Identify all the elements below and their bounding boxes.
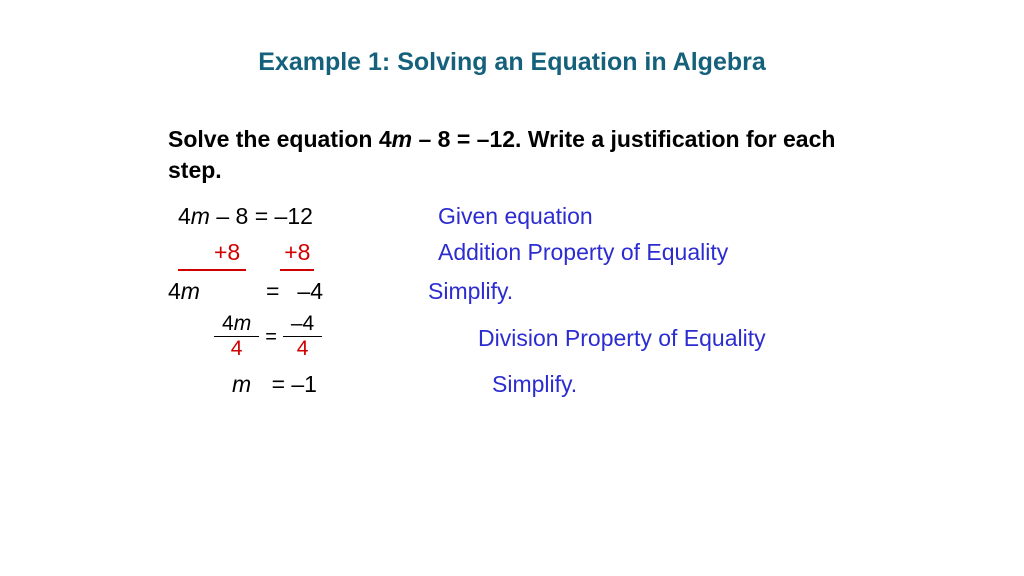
- step-math: 4m 4 = –4 4: [168, 312, 478, 362]
- step-var: m: [232, 371, 251, 397]
- step-justification: Given equation: [438, 200, 593, 232]
- step-rest: – 8 = –12: [210, 203, 313, 229]
- solution-steps: 4m – 8 = –12 Given equation +8+8 Additio…: [168, 200, 908, 404]
- step-row: m = –1 Simplify.: [168, 368, 908, 400]
- eq-sign: =: [265, 323, 277, 351]
- coeff: 4: [222, 312, 234, 335]
- rhs: –4: [297, 278, 323, 304]
- step-var: m: [234, 312, 252, 335]
- frac-num: –4: [287, 313, 318, 336]
- rhs: –1: [291, 371, 317, 397]
- eq-sign: =: [272, 371, 285, 397]
- eq-sign: =: [266, 278, 279, 304]
- step-justification: Simplify.: [428, 275, 513, 307]
- step-math: +8 +8: [168, 236, 438, 271]
- step-justification: Simplify.: [492, 368, 577, 400]
- step-math: m = –1: [168, 368, 492, 400]
- frac-num: 4m: [218, 313, 255, 336]
- coeff: 4: [178, 203, 191, 229]
- frac-den: 4: [283, 336, 322, 360]
- slide: Example 1: Solving an Equation in Algebr…: [0, 0, 1024, 576]
- frac-den: 4: [214, 336, 259, 360]
- step-var: m: [181, 278, 200, 304]
- slide-title: Example 1: Solving an Equation in Algebr…: [0, 48, 1024, 77]
- step-var: m: [191, 203, 210, 229]
- add-right: +8: [280, 236, 314, 271]
- coeff: 4: [168, 278, 181, 304]
- step-row: 4m = –4 Simplify.: [168, 275, 908, 307]
- step-justification: Addition Property of Equality: [438, 236, 728, 268]
- fraction-right: –4 4: [287, 313, 318, 360]
- prompt-var: m: [392, 126, 412, 152]
- problem-prompt: Solve the equation 4m – 8 = –12. Write a…: [168, 124, 868, 186]
- step-math: 4m = –4: [168, 275, 428, 307]
- fraction-left: 4m 4: [218, 313, 255, 360]
- add-left: +8: [178, 236, 246, 271]
- step-justification: Division Property of Equality: [478, 312, 766, 354]
- step-math: 4m – 8 = –12: [168, 200, 438, 232]
- prompt-prefix: Solve the equation 4: [168, 126, 392, 152]
- step-row: 4m – 8 = –12 Given equation: [168, 200, 908, 232]
- step-row: +8 +8 Addition Property of Equality: [168, 236, 908, 271]
- step-row: 4m 4 = –4 4 Division Property of Equalit…: [168, 312, 908, 362]
